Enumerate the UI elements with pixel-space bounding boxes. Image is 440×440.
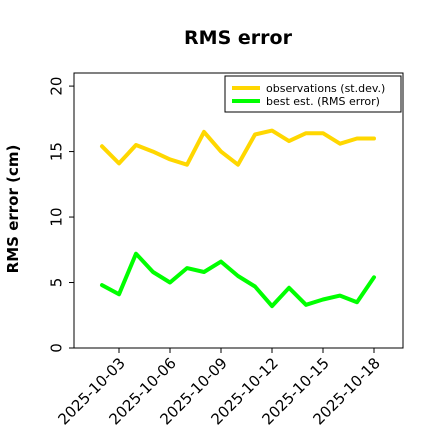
y-tick-label: 20: [48, 77, 66, 96]
plot-lines: [100, 128, 376, 309]
y-tick-label: 0: [48, 343, 66, 353]
plot-area-frame: [73, 72, 404, 349]
y-axis-label: RMS error (cm): [4, 145, 22, 274]
legend-label-0: observations (st.dev.): [266, 82, 385, 95]
y-tick-label: 10: [48, 208, 66, 227]
x-axis-ticks: 2025-10-032025-10-062025-10-092025-10-12…: [54, 348, 384, 428]
y-axis-ticks: 0 5 10 15 20: [48, 77, 74, 353]
series-line-0: [100, 128, 376, 167]
series-line-1: [100, 251, 376, 309]
y-tick-label: 5: [48, 278, 66, 288]
legend: observations (st.dev.)best est. (RMS err…: [224, 75, 402, 113]
legend-label-1: best est. (RMS error): [266, 95, 380, 108]
y-tick-label: 15: [48, 142, 66, 161]
legend-box: [224, 75, 402, 113]
chart-title: RMS error: [184, 27, 293, 49]
